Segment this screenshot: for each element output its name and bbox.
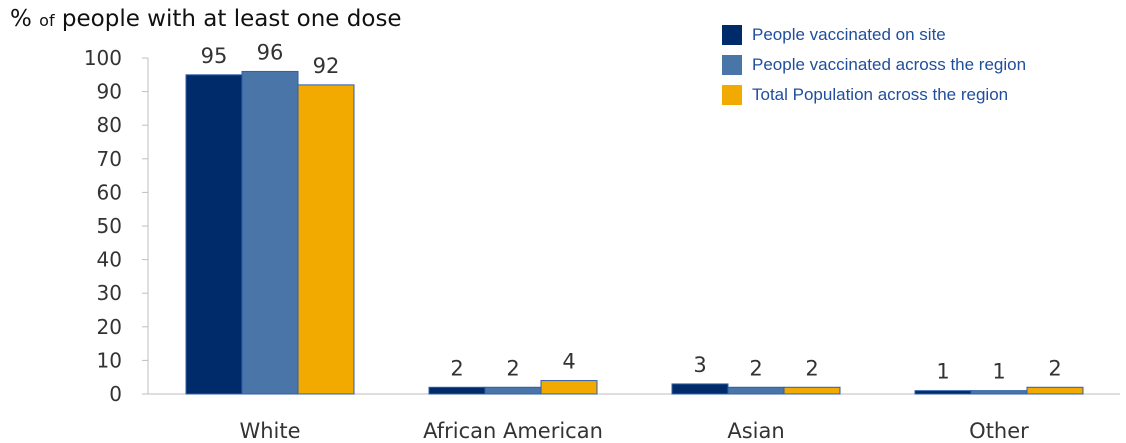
data-label: 2	[450, 356, 463, 380]
bar	[1026, 386, 1084, 395]
y-tick-label: 50	[97, 214, 122, 238]
bar	[185, 74, 243, 395]
y-tick-label: 70	[97, 147, 122, 171]
data-label: 2	[805, 356, 818, 380]
bar	[540, 380, 598, 395]
bar	[671, 383, 729, 395]
legend-swatch	[722, 25, 742, 45]
bar	[428, 386, 486, 395]
bar	[484, 386, 542, 395]
x-category-label: Asian	[727, 419, 784, 443]
y-tick-label: 40	[97, 248, 122, 272]
y-tick-label: 80	[97, 113, 122, 137]
y-tick-label: 0	[109, 382, 122, 406]
legend-swatch	[722, 55, 742, 75]
data-label: 3	[693, 353, 706, 377]
chart-title-rest: people with at least one dose	[61, 6, 402, 32]
data-label: 2	[1048, 356, 1061, 380]
chart-title: % of people with at least one dose	[10, 6, 402, 32]
y-tick-label: 30	[97, 281, 122, 305]
x-category-label: White	[239, 419, 300, 443]
bar	[970, 390, 1028, 395]
chart-title-small: of	[39, 11, 55, 30]
legend-label: Total Population across the region	[752, 85, 1009, 104]
y-tick-label: 10	[97, 348, 122, 372]
legend-item: Total Population across the region	[722, 80, 1026, 110]
data-label: 2	[506, 356, 519, 380]
legend-item: People vaccinated across the region	[722, 50, 1026, 80]
legend-item: People vaccinated on site	[722, 20, 1026, 50]
y-tick-label: 60	[97, 180, 122, 204]
data-label: 1	[992, 360, 1005, 384]
y-tick-label: 20	[97, 315, 122, 339]
bar	[727, 386, 785, 395]
data-label: 92	[313, 54, 340, 78]
bar	[783, 386, 841, 395]
bar	[241, 70, 299, 395]
legend-label: People vaccinated on site	[752, 25, 946, 44]
bar	[914, 390, 972, 395]
chart-title-prefix: %	[10, 6, 32, 32]
chart-legend: People vaccinated on site People vaccina…	[722, 20, 1026, 110]
x-category-label: Other	[969, 419, 1029, 443]
legend-swatch	[722, 85, 742, 105]
data-label: 4	[562, 350, 575, 374]
bar	[297, 84, 355, 395]
data-label: 96	[257, 40, 284, 64]
data-label: 2	[749, 356, 762, 380]
y-tick-label: 100	[84, 46, 122, 70]
data-label: 95	[201, 44, 228, 68]
legend-label: People vaccinated across the region	[752, 55, 1027, 74]
y-tick-label: 90	[97, 80, 122, 104]
x-category-label: African American	[423, 419, 603, 443]
data-label: 1	[936, 360, 949, 384]
